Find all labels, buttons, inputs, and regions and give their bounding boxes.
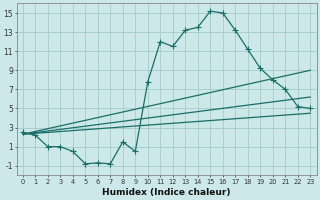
X-axis label: Humidex (Indice chaleur): Humidex (Indice chaleur) (102, 188, 231, 197)
